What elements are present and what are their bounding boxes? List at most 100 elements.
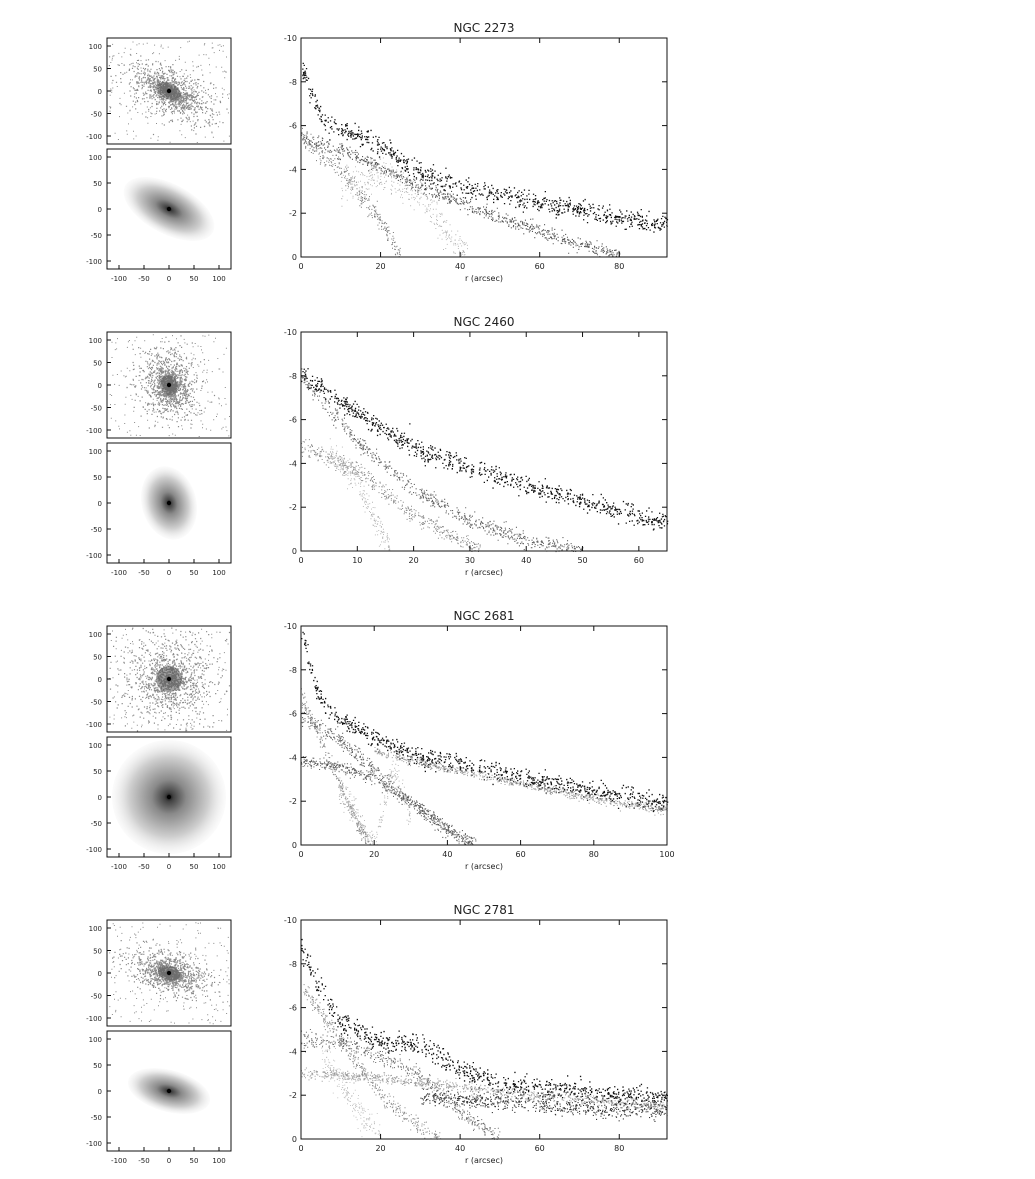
y-tick-label: -4 (289, 165, 297, 174)
thumbnail-model-ytick-label: -100 (86, 552, 102, 560)
profile-chart: NGC 2781 -10 -8 -6 -4 -2 00 20 40 60 80 r (arcsec) (284, 903, 668, 1165)
thumbnail-model-ytick-label: -50 (91, 1114, 102, 1122)
chart-title: NGC 2781 (453, 903, 514, 917)
series-points (303, 984, 442, 1140)
x-tick-label: 100 (659, 850, 674, 859)
x-tick-label: 40 (455, 1144, 465, 1153)
series-3 (301, 439, 481, 552)
x-tick-label: 20 (369, 850, 379, 859)
thumbnail-model-xtick-label: -50 (138, 863, 149, 871)
chart-frame (300, 331, 668, 552)
y-tick-label: -2 (289, 503, 297, 512)
series-3 (301, 709, 477, 846)
series-1 (301, 631, 669, 813)
thumbnail-model-ytick-label: 0 (98, 1088, 102, 1096)
thumbnail-observed-ytick-label: -50 (91, 699, 102, 707)
x-axis-label: r (arcsec) (465, 274, 503, 283)
thumbnail-observed-ytick-label: 0 (98, 970, 102, 978)
thumbnail-model: 100 50 0 -50 -100 -100 -50 0 50 100 (86, 442, 232, 577)
thumbnail-model-ytick-label: 100 (89, 1036, 102, 1044)
thumbnail-observed-nucleus (166, 970, 172, 976)
series-4 (303, 984, 442, 1140)
y-tick-label: -8 (289, 666, 297, 675)
thumbnail-model-ytick-label: 100 (89, 154, 102, 162)
series-points (420, 1088, 668, 1122)
thumbnail-model-ytick-label: 50 (93, 474, 102, 482)
thumbnail-model-ytick-label: 0 (98, 794, 102, 802)
thumbnail-observed-ytick-label: -50 (91, 405, 102, 413)
thumbnail-observed-ytick-label: 100 (89, 43, 102, 51)
thumbnail-model: 100 50 0 -50 -100 -100 -50 0 50 100 (86, 148, 232, 283)
x-tick-label: 60 (535, 1144, 545, 1153)
x-tick-label: 30 (465, 556, 475, 565)
y-tick-label: -10 (284, 328, 297, 337)
series-points (301, 368, 669, 531)
x-tick-label: 20 (375, 1144, 385, 1153)
thumbnail-model-nucleus (166, 500, 172, 506)
thumbnail-model-ytick-label: -50 (91, 820, 102, 828)
thumbnail-model-ytick-label: -100 (86, 258, 102, 266)
y-tick-label: -4 (289, 459, 297, 468)
thumbnail-model-xtick-label: 0 (167, 275, 171, 283)
thumbnail-model-xtick-label: 0 (167, 863, 171, 871)
thumbnail-model-ytick-label: -50 (91, 526, 102, 534)
series-2 (420, 1088, 668, 1122)
thumbnail-model-ytick-label: 50 (93, 180, 102, 188)
thumbnail-observed: 100 50 0 -50 -100 (86, 37, 232, 145)
x-tick-label: 80 (614, 1144, 624, 1153)
thumbnail-model-xtick-label: 100 (212, 275, 225, 283)
y-tick-label: -6 (289, 1004, 297, 1013)
x-tick-label: 60 (516, 850, 526, 859)
x-tick-label: 20 (409, 556, 419, 565)
profile-chart: NGC 2273 -10 -8 -6 -4 -2 00 20 40 60 80 r (arcsec) (284, 21, 669, 283)
thumbnail-model-ytick-label: 50 (93, 1062, 102, 1070)
thumbnail-model-xtick-label: 50 (190, 1157, 199, 1165)
series-points (301, 439, 481, 552)
y-tick-label: -6 (289, 122, 297, 131)
thumbnail-observed-ytick-label: -100 (86, 721, 102, 729)
series-1 (301, 368, 669, 531)
series-points (301, 631, 669, 813)
series-1 (301, 938, 668, 1117)
series-4 (301, 756, 470, 845)
profile-chart: NGC 2681 -10 -8 -6 -4 -2 00 20 40 60 80 100 r (arcse… (284, 609, 675, 871)
y-tick-label: -4 (289, 753, 297, 762)
thumbnail-model-xtick-label: -50 (138, 569, 149, 577)
x-tick-label: 80 (589, 850, 599, 859)
thumbnail-observed-ytick-label: 50 (93, 654, 102, 662)
series-points (374, 747, 668, 816)
chart-frame (300, 919, 668, 1140)
y-tick-label: -8 (289, 78, 297, 87)
thumbnail-model-xtick-label: -50 (138, 1157, 149, 1165)
thumbnail-model-xtick-label: 0 (167, 1157, 171, 1165)
series-points (301, 1029, 501, 1140)
thumbnail-model-ytick-label: -100 (86, 846, 102, 854)
thumbnail-model-ytick-label: 0 (98, 206, 102, 214)
thumbnail-model-ytick-label: 50 (93, 768, 102, 776)
thumbnail-observed-ytick-label: 0 (98, 88, 102, 96)
thumbnail-model-nucleus (166, 794, 172, 800)
y-tick-label: -10 (284, 34, 297, 43)
thumbnail-model-xtick-label: -100 (111, 275, 127, 283)
series-points (301, 1067, 668, 1112)
x-tick-label: 40 (442, 850, 452, 859)
y-tick-label: 0 (292, 841, 297, 850)
x-axis-label: r (arcsec) (465, 862, 503, 871)
thumbnail-observed-nucleus (166, 676, 172, 682)
y-tick-label: -10 (284, 916, 297, 925)
x-tick-label: 20 (375, 262, 385, 271)
series-points (301, 709, 477, 846)
y-tick-label: -2 (289, 209, 297, 218)
thumbnail-model-xtick-label: 50 (190, 863, 199, 871)
x-tick-label: 40 (455, 262, 465, 271)
chart-title: NGC 2460 (453, 315, 514, 329)
chart-frame (300, 37, 668, 258)
thumbnail-model-xtick-label: -100 (111, 863, 127, 871)
y-tick-label: -6 (289, 416, 297, 425)
thumbnail-observed-ytick-label: 50 (93, 66, 102, 74)
thumbnail-model-xtick-label: 0 (167, 569, 171, 577)
thumbnail-observed: 100 50 0 -50 -100 (86, 625, 232, 733)
